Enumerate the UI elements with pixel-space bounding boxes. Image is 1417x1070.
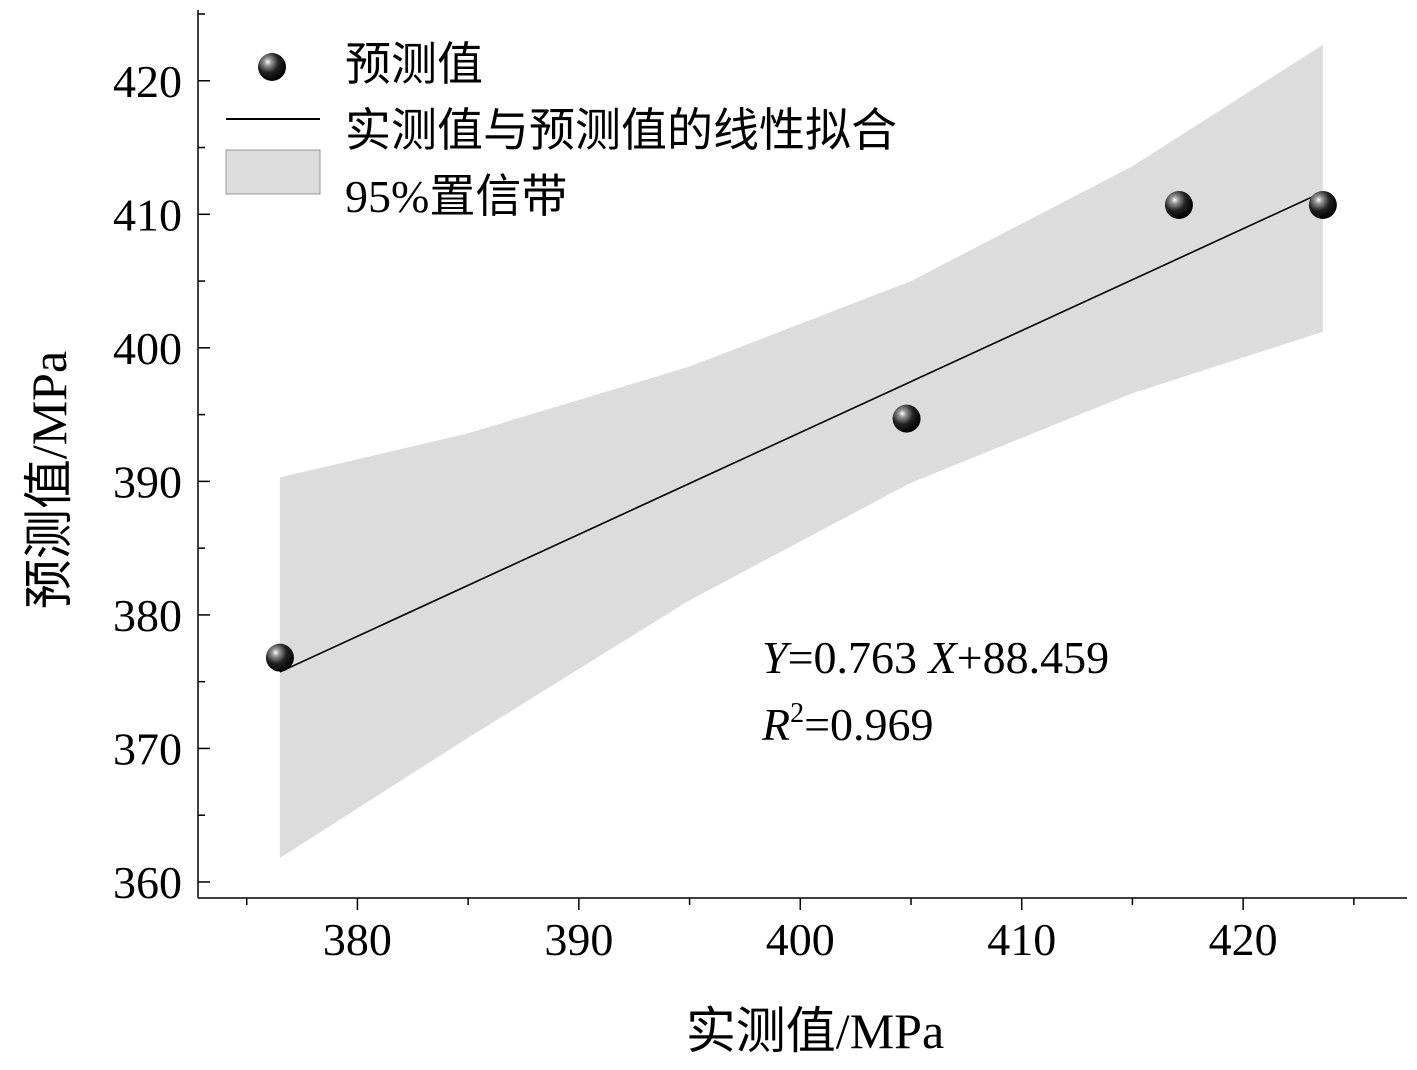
y-tick-label: 360 (113, 857, 182, 908)
x-axis-label: 实测值/MPa (686, 1003, 944, 1059)
x-tick-label: 420 (1209, 914, 1278, 965)
x-tick-label: 380 (323, 914, 392, 965)
legend-label-band: 95%置信带 (345, 171, 567, 222)
x-tick-label: 390 (544, 914, 613, 965)
legend-label-fit: 实测值与预测值的线性拟合 (345, 105, 897, 156)
y-tick-label: 370 (113, 723, 182, 774)
x-tick-label: 410 (987, 914, 1056, 965)
regression-equation: Y=0.763 X+88.459 (762, 632, 1109, 683)
data-point (892, 404, 921, 433)
legend-band-icon (225, 149, 321, 195)
fit-line (279, 191, 1324, 673)
x-tick-label: 400 (766, 914, 835, 965)
y-tick-label: 420 (113, 56, 182, 107)
legend: 预测值 实测值与预测值的线性拟合 95%置信带 (225, 39, 897, 222)
y-axis-label: 预测值/MPa (21, 351, 77, 609)
legend-label-points: 预测值 (345, 39, 483, 90)
data-point (1164, 190, 1193, 219)
y-tick-label: 410 (113, 189, 182, 240)
r-squared: R2=0.969 (761, 698, 934, 750)
data-point (265, 643, 294, 672)
confidence-band (279, 44, 1323, 858)
legend-marker-icon (258, 53, 286, 81)
data-point (1308, 190, 1337, 219)
y-tick-label: 380 (113, 590, 182, 641)
y-tick-label: 390 (113, 456, 182, 507)
y-tick-label: 400 (113, 323, 182, 374)
